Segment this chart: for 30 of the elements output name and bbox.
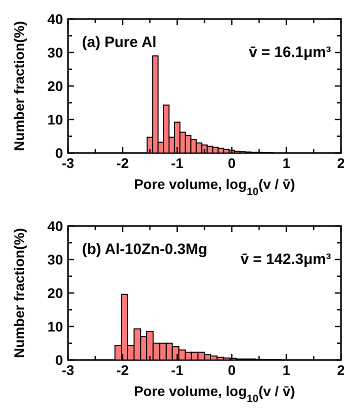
y-tick-label: 20: [47, 78, 64, 94]
annotation: v̄ = 16.1μm³: [248, 44, 331, 61]
x-tick-label: -3: [62, 362, 74, 378]
x-tick-label: 0: [228, 362, 236, 378]
x-tick-label: 1: [282, 362, 290, 378]
annotation: (a) Pure Al: [82, 34, 156, 51]
y-tick-label: 30: [47, 44, 64, 60]
x-tick-label: -3: [62, 155, 74, 171]
x-tick-label: -2: [116, 155, 130, 171]
annotation: v̄ = 142.3μm³: [240, 251, 332, 268]
y-tick-label: 0: [55, 145, 64, 161]
y-tick-label: 30: [47, 252, 64, 268]
x-tick-label: -1: [170, 155, 184, 171]
x-tick-label: 1: [282, 155, 290, 171]
y-axis-title: Number fraction(%): [11, 228, 27, 358]
x-tick-label: -1: [170, 362, 184, 378]
x-tick-label: 2: [337, 362, 344, 378]
y-tick-label: 10: [47, 318, 64, 334]
y-tick-label: 0: [55, 352, 64, 368]
x-axis-title: Pore volume, log$_{10}$(v / v̄): [134, 383, 296, 405]
annotation: (b) Al-10Zn-0.3Mg: [82, 241, 208, 258]
y-tick-label: 20: [47, 285, 64, 301]
y-tick-label: 10: [47, 112, 64, 128]
y-tick-label: 40: [47, 11, 64, 27]
x-tick-label: 2: [337, 155, 344, 171]
x-tick-label: -2: [116, 362, 130, 378]
x-axis-title: Pore volume, log$_{10}$(v / v̄): [134, 176, 296, 198]
x-tick-label: 0: [228, 155, 236, 171]
y-tick-label: 40: [47, 218, 64, 234]
y-axis-title: Number fraction(%): [11, 21, 27, 151]
